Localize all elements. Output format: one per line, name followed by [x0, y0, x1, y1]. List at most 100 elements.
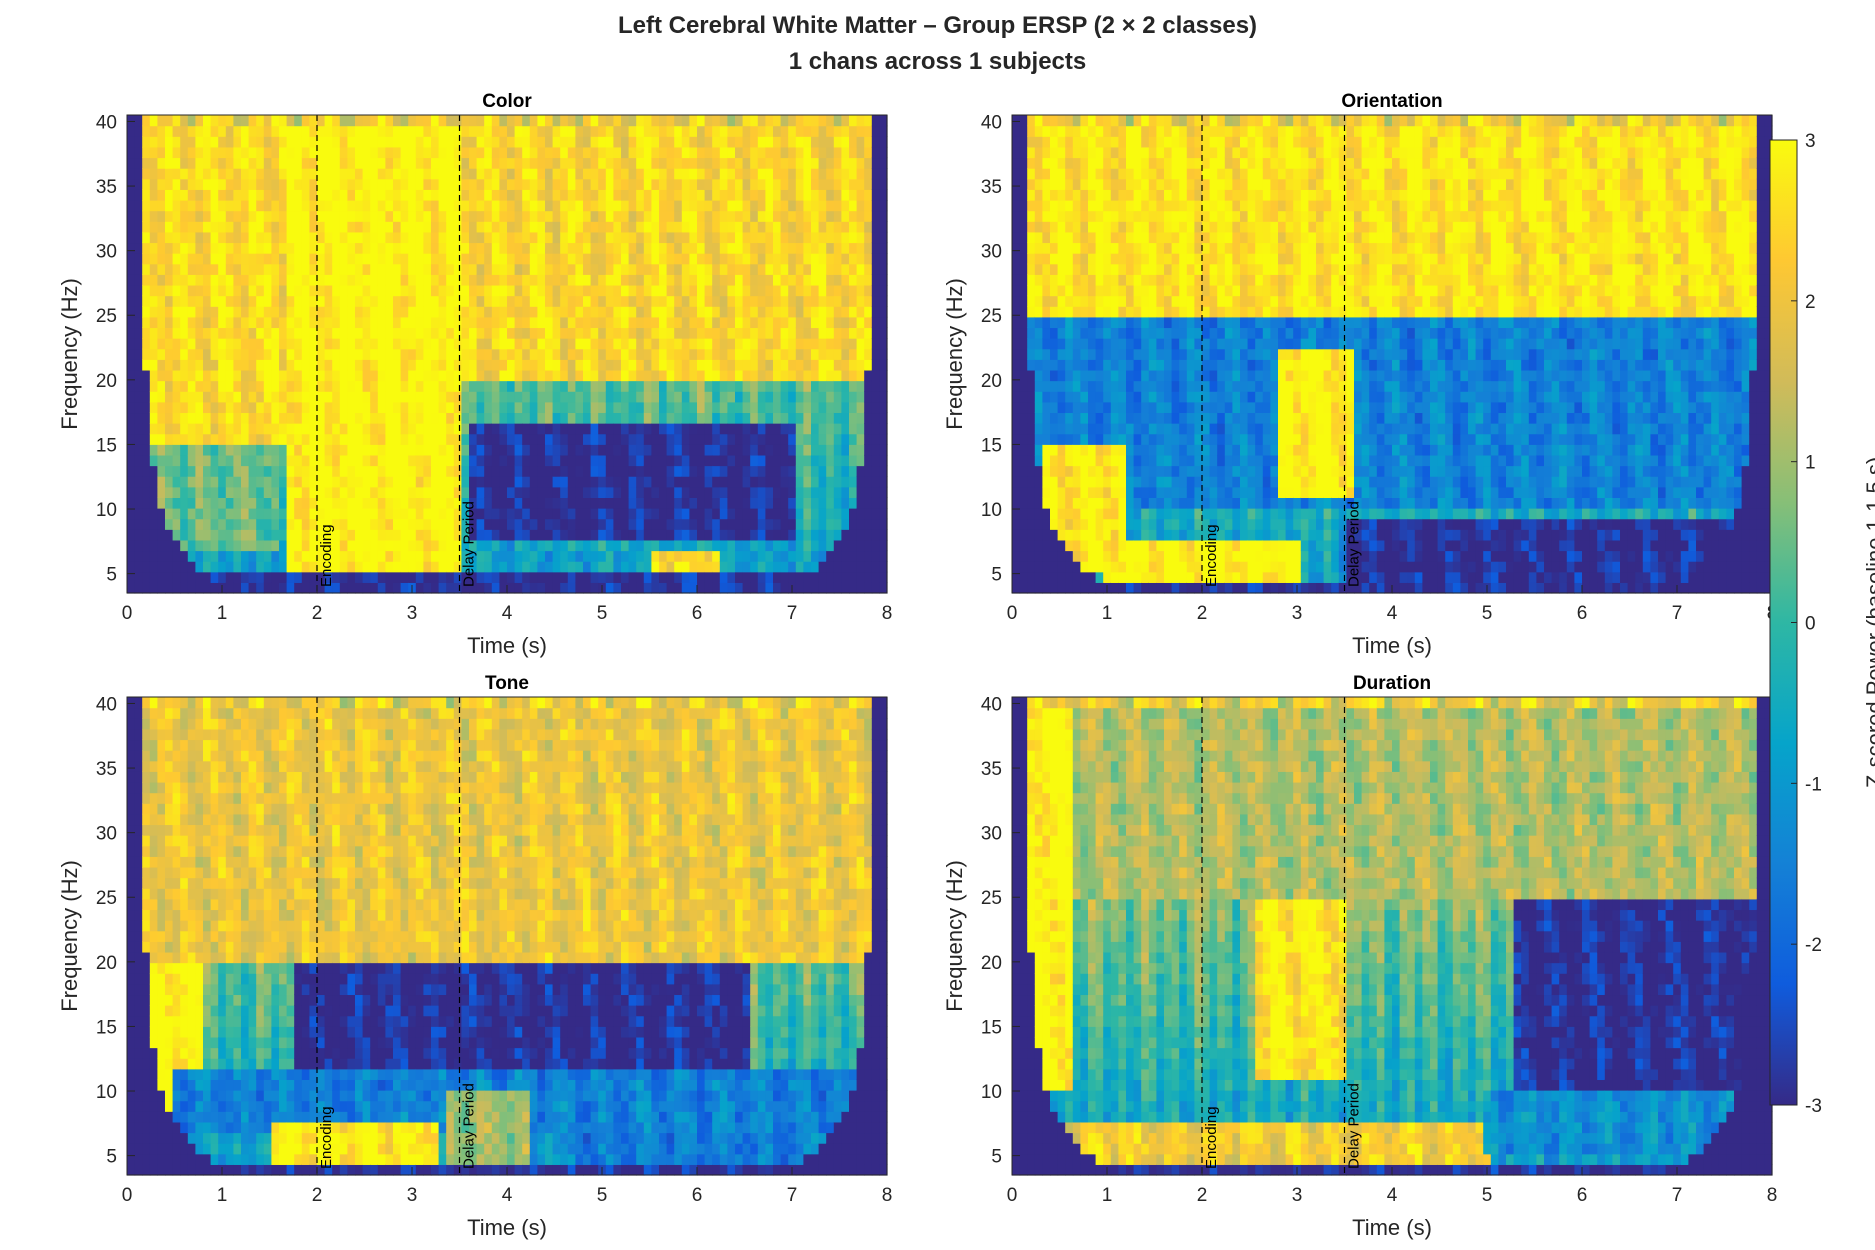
heatmap-cell — [248, 401, 257, 414]
heatmap-cell — [1034, 316, 1043, 329]
heatmap-cell — [1050, 486, 1059, 498]
heatmap-cell — [757, 380, 766, 392]
heatmap-cell — [218, 306, 227, 318]
heatmap-cell — [187, 274, 196, 286]
heatmap-cell — [583, 168, 592, 180]
heatmap-cell — [446, 454, 455, 467]
heatmap-cell — [165, 391, 174, 403]
heatmap-cell — [339, 561, 348, 573]
heatmap-cell — [1019, 465, 1028, 477]
heatmap-cell — [742, 253, 751, 265]
heatmap-cell — [636, 316, 645, 329]
heatmap-cell — [795, 476, 804, 488]
heatmap-cell — [742, 115, 751, 127]
heatmap-cell — [575, 178, 584, 190]
heatmap-cell — [833, 199, 842, 212]
heatmap-cell — [871, 168, 880, 180]
heatmap-cells — [127, 115, 888, 594]
heatmap-cell — [263, 476, 272, 488]
heatmap-cell — [651, 423, 660, 435]
heatmap-cell — [507, 518, 516, 530]
heatmap-cell — [385, 316, 394, 329]
heatmap-cell — [605, 518, 614, 530]
heatmap-cell — [210, 401, 219, 414]
heatmap-cell — [818, 263, 827, 275]
heatmap-cell — [241, 146, 250, 159]
heatmap-cell — [636, 263, 645, 275]
heatmap-cell — [818, 146, 827, 159]
heatmap-cell — [324, 338, 333, 350]
heatmap-cell — [712, 316, 721, 329]
heatmap-cell — [476, 486, 485, 498]
heatmap-cell — [484, 348, 493, 360]
heatmap-cell — [643, 465, 652, 477]
heatmap-cell — [203, 263, 212, 275]
heatmap-cell — [355, 125, 364, 137]
heatmap-cell — [605, 242, 614, 254]
heatmap-cell — [757, 359, 766, 371]
heatmap-cell — [704, 508, 713, 520]
heatmap-cell — [598, 316, 607, 329]
heatmap-cell — [605, 274, 614, 286]
heatmap-cell — [689, 476, 698, 488]
heatmap-cell — [172, 210, 181, 222]
heatmap-cell — [347, 476, 356, 488]
heatmap-cell — [727, 539, 736, 552]
heatmap-cell — [856, 508, 865, 520]
heatmap-cell — [849, 274, 858, 286]
heatmap-cell — [514, 306, 523, 318]
heatmap-cell — [871, 423, 880, 435]
heatmap-cell — [719, 391, 728, 403]
heatmap-cell — [742, 295, 751, 307]
heatmap-cell — [879, 178, 888, 190]
heatmap-cell — [621, 189, 630, 201]
heatmap-cell — [393, 199, 402, 212]
heatmap-cell — [583, 327, 592, 339]
heatmap-cell — [681, 146, 690, 159]
heatmap-cell — [446, 306, 455, 318]
heatmap-cell — [826, 465, 835, 477]
heatmap-cell — [697, 242, 706, 254]
heatmap-cell — [826, 433, 835, 445]
heatmap-cell — [613, 284, 622, 297]
heatmap-cell — [1080, 189, 1089, 201]
heatmap-cell — [446, 263, 455, 275]
heatmap-cell — [271, 316, 280, 329]
heatmap-cell — [712, 401, 721, 414]
heatmap-cell — [408, 497, 417, 509]
heatmap-cell — [1080, 306, 1089, 318]
heatmap-cell — [187, 582, 196, 594]
heatmap-cell — [324, 369, 333, 382]
heatmap-cell — [165, 338, 174, 350]
heatmap-cell — [552, 561, 561, 573]
heatmap-cell — [849, 168, 858, 180]
heatmap-cell — [605, 316, 614, 329]
heatmap-cell — [704, 136, 713, 148]
heatmap-cell — [681, 168, 690, 180]
heatmap-cell — [689, 518, 698, 530]
heatmap-cell — [1027, 518, 1036, 530]
heatmap-cell — [286, 221, 295, 233]
heatmap-cell — [833, 189, 842, 201]
heatmap-cell — [583, 253, 592, 265]
heatmap-cell — [1057, 380, 1066, 392]
heatmap-cell — [370, 412, 379, 424]
heatmap-cell — [241, 465, 250, 477]
heatmap-cell — [355, 497, 364, 509]
heatmap-cell — [157, 338, 166, 350]
heatmap-cell — [765, 210, 774, 222]
heatmap-cell — [370, 210, 379, 222]
heatmap-cell — [309, 369, 318, 382]
heatmap-cell — [560, 338, 569, 350]
heatmap-cell — [529, 178, 538, 190]
heatmap-cell — [674, 380, 683, 392]
heatmap-cell — [621, 178, 630, 190]
heatmap-cell — [697, 231, 706, 244]
heatmap-cell — [431, 306, 440, 318]
heatmap-cell — [157, 582, 166, 594]
heatmap-cell — [605, 561, 614, 573]
heatmap-cell — [362, 168, 371, 180]
heatmap-cell — [165, 242, 174, 254]
heatmap-cell — [757, 168, 766, 180]
heatmap-cell — [203, 454, 212, 467]
